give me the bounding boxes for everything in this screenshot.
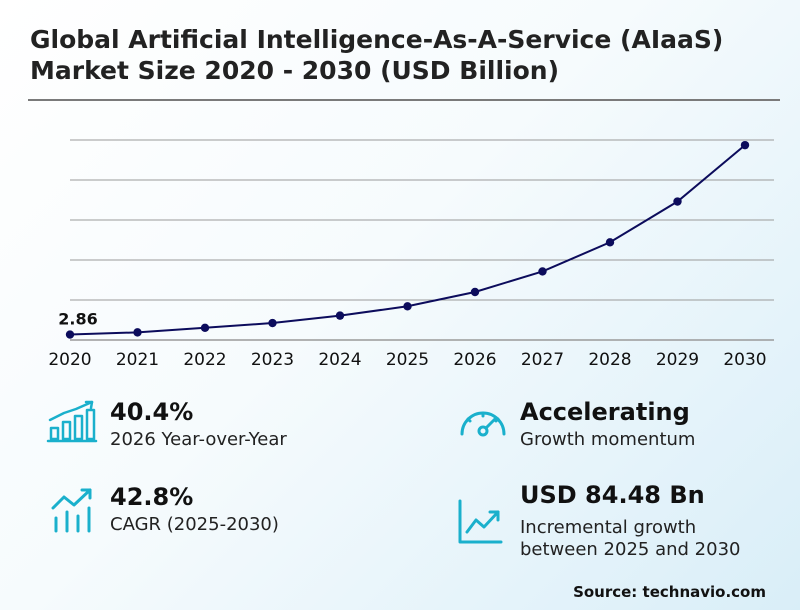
x-tick-label: 2023 <box>251 350 294 370</box>
x-tick-label: 2022 <box>183 350 226 370</box>
data-point <box>403 302 412 311</box>
data-label: 2.86 <box>58 310 97 329</box>
yoy-label: 2026 Year-over-Year <box>110 429 287 450</box>
data-point <box>470 287 480 297</box>
cagr-value: 42.8% <box>110 483 194 511</box>
incremental-value: USD 84.48 Bn <box>520 481 705 509</box>
x-tick-label: 2027 <box>521 350 564 370</box>
data-point <box>740 140 750 150</box>
x-tick-label: 2030 <box>723 350 766 370</box>
data-point <box>538 267 547 276</box>
bar-chart-growth-icon <box>46 400 98 443</box>
data-point <box>605 238 615 247</box>
x-tick-label: 2021 <box>116 350 159 370</box>
momentum-label: Growth momentum <box>520 429 696 450</box>
x-tick-label: 2028 <box>588 350 631 370</box>
data-point <box>335 311 345 320</box>
data-point <box>133 328 142 337</box>
line-chart-up-icon <box>458 499 503 544</box>
x-tick-label: 2020 <box>48 350 91 370</box>
source-credit: Source: technavio.com <box>573 583 766 601</box>
trend-up-bars-icon <box>51 488 92 533</box>
data-point <box>268 318 277 328</box>
title-divider <box>28 99 780 101</box>
speedometer-icon <box>460 411 506 437</box>
momentum-value: Accelerating <box>520 398 690 426</box>
incremental-label-line2: between 2025 and 2030 <box>520 539 741 560</box>
x-tick-label: 2025 <box>386 350 429 370</box>
yoy-value: 40.4% <box>110 398 194 426</box>
incremental-label-line1: Incremental growth <box>520 517 697 538</box>
cagr-label: CAGR (2025-2030) <box>110 514 279 535</box>
data-point <box>200 323 210 333</box>
x-tick-label: 2026 <box>453 350 496 370</box>
x-tick-label: 2029 <box>656 350 699 370</box>
line-chart: 2020 2021 2022 2023 2024 2025 2026 2027 2028 2029… <box>48 139 774 370</box>
chart-title: Global Artificial Intelligence-As-A-Serv… <box>30 25 724 85</box>
data-point <box>673 197 682 206</box>
x-tick-label: 2024 <box>318 350 361 370</box>
data-point <box>65 330 75 339</box>
